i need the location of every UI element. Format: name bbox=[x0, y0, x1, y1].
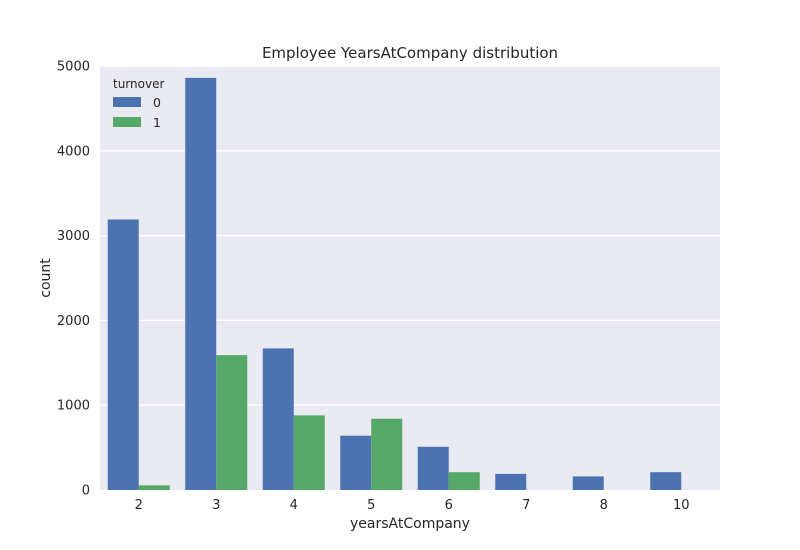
x-tick-label: 3 bbox=[212, 498, 220, 513]
bars bbox=[107, 77, 682, 490]
x-axis-label: yearsAtCompany bbox=[350, 516, 470, 532]
legend-title: turnover bbox=[113, 77, 164, 91]
chart-title: Employee YearsAtCompany distribution bbox=[262, 44, 558, 62]
legend: turnover 0 1 bbox=[113, 77, 164, 130]
x-tick-label: 4 bbox=[290, 498, 298, 513]
y-tick-label: 1000 bbox=[57, 399, 90, 414]
legend-swatch-0 bbox=[113, 97, 141, 107]
bar-5-turnover-1 bbox=[371, 418, 403, 490]
bar-2-turnover-1 bbox=[138, 485, 170, 490]
legend-label-0: 0 bbox=[153, 95, 161, 110]
x-tick-label: 10 bbox=[673, 498, 690, 513]
y-tick-labels: 0 1000 2000 3000 4000 5000 bbox=[57, 60, 90, 499]
x-tick-label: 5 bbox=[367, 498, 375, 513]
x-tick-label: 8 bbox=[600, 498, 608, 513]
bar-6-turnover-0 bbox=[417, 446, 449, 490]
x-tick-labels: 2 3 4 5 6 7 8 10 bbox=[135, 498, 690, 513]
y-tick-label: 5000 bbox=[57, 60, 90, 75]
bar-3-turnover-1 bbox=[216, 355, 248, 490]
legend-swatch-1 bbox=[113, 117, 141, 127]
y-tick-label: 3000 bbox=[57, 229, 90, 244]
x-tick-label: 6 bbox=[445, 498, 453, 513]
y-tick-label: 2000 bbox=[57, 314, 90, 329]
bar-10-turnover-0 bbox=[650, 472, 682, 490]
bar-7-turnover-0 bbox=[495, 473, 527, 490]
legend-label-1: 1 bbox=[153, 115, 161, 130]
y-tick-label: 4000 bbox=[57, 144, 90, 159]
x-tick-label: 7 bbox=[522, 498, 530, 513]
bar-2-turnover-0 bbox=[107, 219, 139, 490]
bar-4-turnover-1 bbox=[293, 415, 325, 490]
bar-5-turnover-0 bbox=[340, 435, 372, 490]
y-tick-label: 0 bbox=[82, 484, 90, 499]
bar-3-turnover-0 bbox=[185, 77, 217, 490]
y-axis-label: count bbox=[38, 258, 54, 298]
bar-8-turnover-0 bbox=[572, 476, 604, 490]
x-tick-label: 2 bbox=[135, 498, 143, 513]
bar-6-turnover-1 bbox=[448, 472, 480, 490]
bar-4-turnover-0 bbox=[262, 348, 294, 490]
